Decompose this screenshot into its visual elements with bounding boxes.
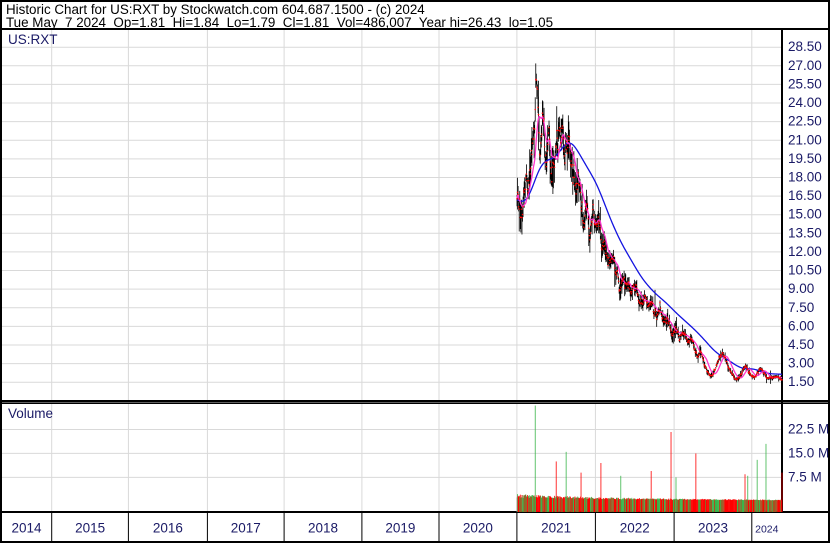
svg-text:27.00: 27.00 bbox=[788, 58, 822, 73]
svg-text:4.50: 4.50 bbox=[788, 337, 814, 352]
svg-text:7.5 M: 7.5 M bbox=[788, 469, 822, 484]
svg-text:2018: 2018 bbox=[308, 521, 338, 536]
svg-text:15.0 M: 15.0 M bbox=[788, 445, 828, 460]
svg-text:6.00: 6.00 bbox=[788, 318, 814, 333]
svg-text:21.00: 21.00 bbox=[788, 132, 822, 147]
svg-text:28.50: 28.50 bbox=[788, 39, 822, 54]
svg-text:2022: 2022 bbox=[620, 521, 650, 536]
svg-text:2020: 2020 bbox=[463, 521, 493, 536]
svg-text:22.5 M: 22.5 M bbox=[788, 422, 828, 437]
svg-text:12.00: 12.00 bbox=[788, 244, 822, 259]
svg-text:2016: 2016 bbox=[153, 521, 183, 536]
svg-text:9.00: 9.00 bbox=[788, 281, 814, 296]
svg-text:25.50: 25.50 bbox=[788, 76, 822, 91]
svg-text:US:RXT: US:RXT bbox=[8, 32, 58, 47]
svg-text:2017: 2017 bbox=[231, 521, 261, 536]
svg-text:2019: 2019 bbox=[385, 521, 415, 536]
svg-text:24.00: 24.00 bbox=[788, 95, 822, 110]
svg-text:Volume: Volume bbox=[8, 406, 53, 421]
svg-text:2014: 2014 bbox=[11, 521, 42, 536]
svg-text:10.50: 10.50 bbox=[788, 263, 822, 278]
svg-text:2015: 2015 bbox=[75, 521, 105, 536]
svg-text:18.00: 18.00 bbox=[788, 170, 822, 185]
svg-text:2024: 2024 bbox=[755, 524, 779, 536]
svg-text:15.00: 15.00 bbox=[788, 207, 822, 222]
svg-text:2023: 2023 bbox=[698, 521, 728, 536]
svg-text:7.50: 7.50 bbox=[788, 300, 814, 315]
svg-text:1.50: 1.50 bbox=[788, 374, 814, 389]
svg-text:13.50: 13.50 bbox=[788, 225, 822, 240]
svg-text:3.00: 3.00 bbox=[788, 356, 814, 371]
svg-text:16.50: 16.50 bbox=[788, 188, 822, 203]
svg-text:19.50: 19.50 bbox=[788, 151, 822, 166]
svg-text:2021: 2021 bbox=[541, 521, 571, 536]
svg-text:22.50: 22.50 bbox=[788, 114, 822, 129]
